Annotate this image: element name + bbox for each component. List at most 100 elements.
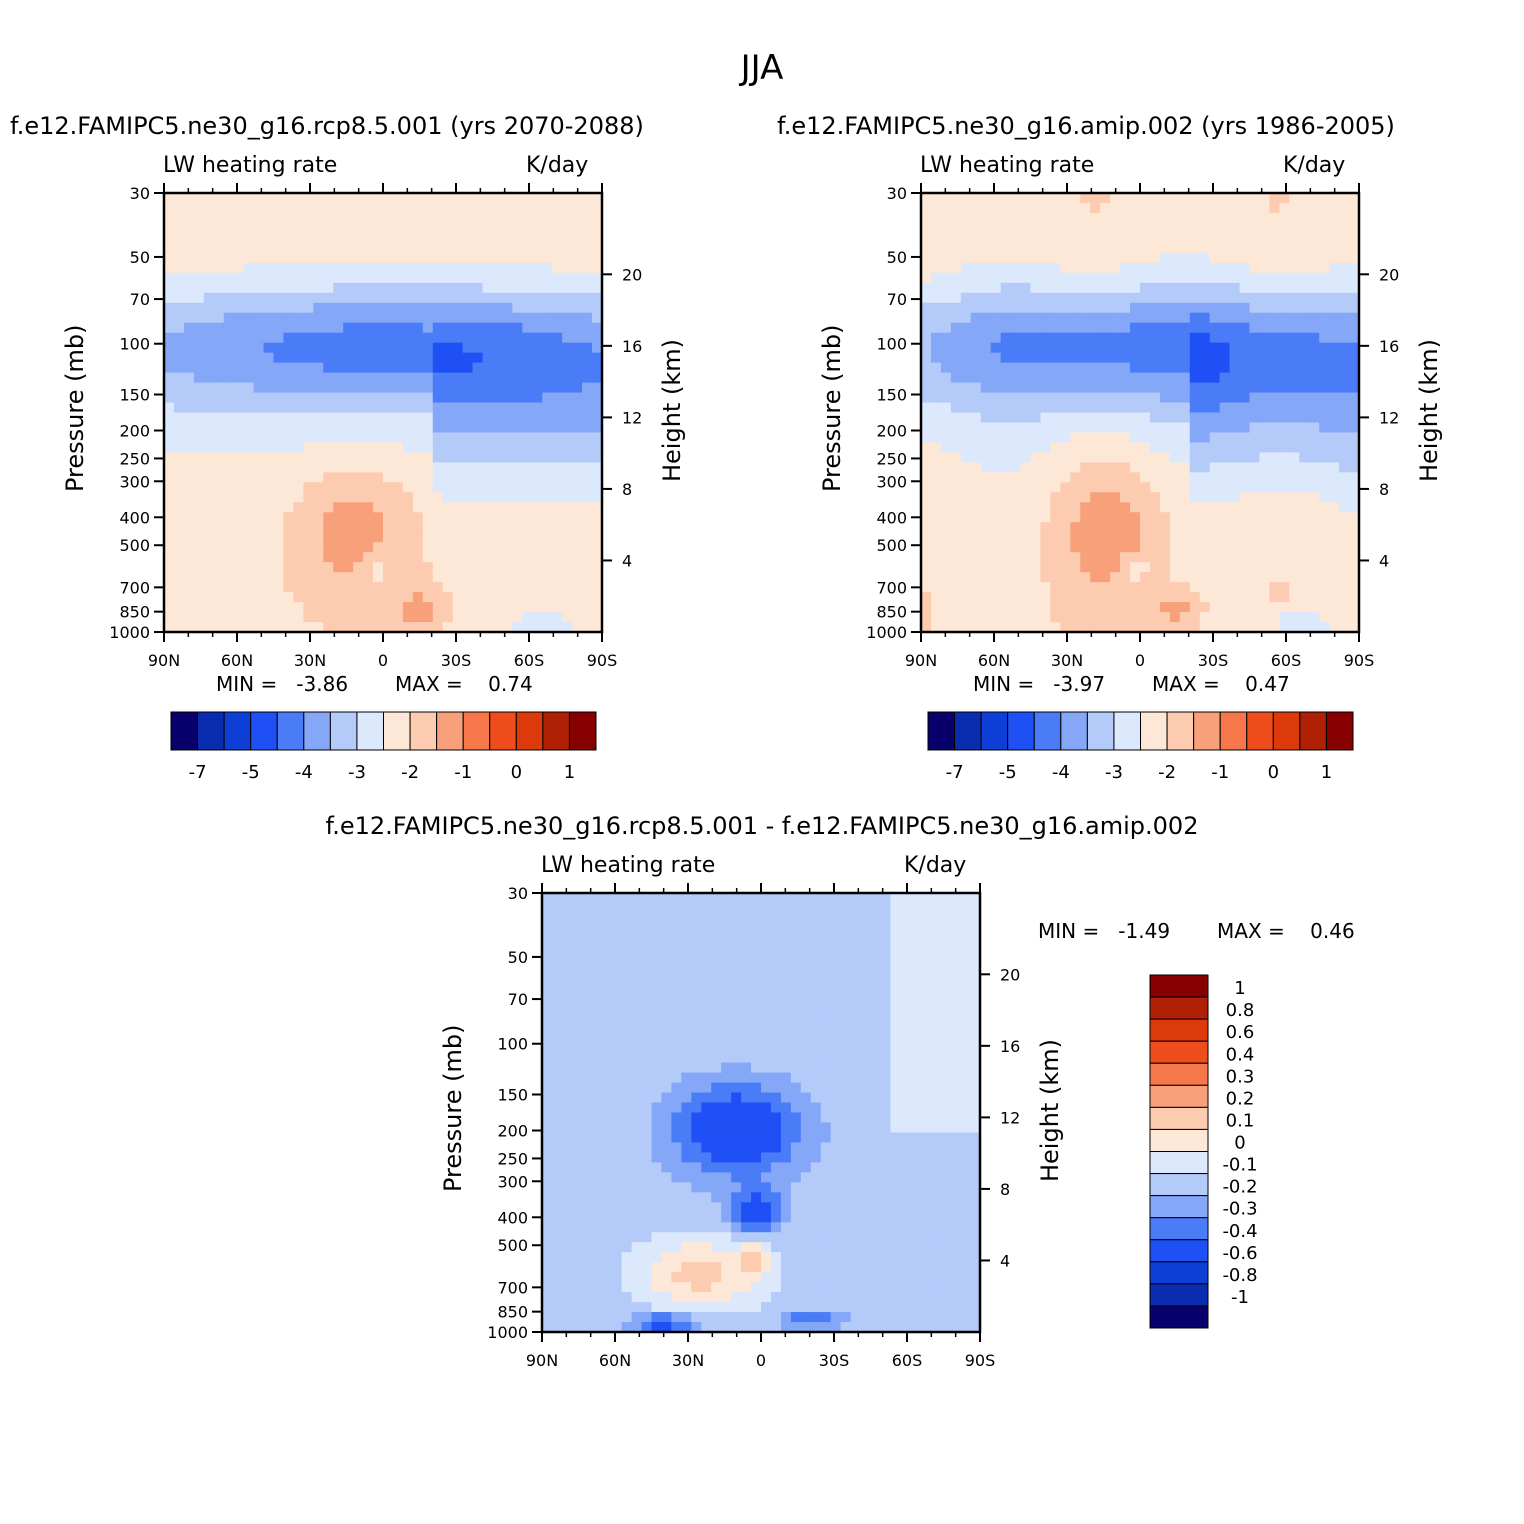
contour-cell [233, 382, 245, 394]
contour-cell [1249, 542, 1261, 553]
contour-cell [472, 602, 484, 613]
contour-cell [1199, 242, 1211, 254]
contour-cell [1229, 522, 1241, 533]
contour-cell [492, 222, 504, 234]
contour-cell [1219, 422, 1231, 434]
contour-cell [592, 372, 603, 384]
contour-cell [542, 1262, 553, 1273]
contour-cell [611, 1012, 623, 1024]
contour-cell [392, 432, 404, 444]
contour-cell [512, 222, 523, 234]
contour-cell [1040, 472, 1052, 483]
contour-cell [412, 492, 424, 503]
contour-cell [1070, 222, 1081, 234]
contour-cell [1159, 302, 1171, 314]
contour-cell [263, 442, 275, 454]
contour-cell [1209, 382, 1221, 394]
contour-cell [940, 482, 952, 493]
contour-cell [193, 302, 205, 314]
contour-cell [392, 532, 404, 543]
contour-cell [1179, 242, 1191, 254]
contour-cell [1279, 262, 1290, 274]
contour-cell [1010, 472, 1022, 483]
contour-cell [591, 982, 603, 994]
contour-cell [1219, 442, 1231, 454]
contour-cell [522, 402, 533, 414]
contour-cell [273, 402, 285, 414]
contour-cell [711, 1112, 722, 1124]
contour-cell [552, 292, 563, 304]
contour-cell [1309, 622, 1320, 633]
contour-cell [1189, 282, 1201, 294]
contour-cell [1299, 552, 1310, 563]
contour-cell [1339, 542, 1350, 553]
contour-cell [1030, 272, 1042, 284]
contour-cell [502, 352, 514, 364]
contour-cell [422, 222, 434, 234]
contour-cell [1070, 622, 1081, 633]
contour-cell [1030, 372, 1042, 384]
contour-cell [164, 352, 175, 364]
contour-cell [921, 472, 932, 483]
contour-cell [532, 412, 543, 424]
contour-cell [203, 412, 215, 424]
contour-cell [263, 542, 275, 553]
contour-cell [323, 282, 334, 294]
contour-cell [1209, 432, 1221, 444]
contour-cell [731, 1132, 742, 1144]
contour-cell [263, 392, 275, 404]
contour-cell [562, 522, 573, 533]
contour-cell [542, 342, 553, 354]
contour-cell [432, 562, 444, 573]
contour-cell [1279, 582, 1290, 593]
colorbar-label: -5 [999, 762, 1017, 783]
contour-cell [492, 402, 504, 414]
contour-cell [1159, 552, 1171, 563]
contour-cell [1149, 193, 1161, 204]
contour-cell [950, 602, 962, 613]
contour-cell [1239, 442, 1251, 454]
contour-cell [1319, 272, 1330, 284]
contour-cell [263, 372, 275, 384]
contour-cell [721, 1242, 732, 1253]
contour-cell [980, 392, 992, 404]
contour-cell [1329, 532, 1340, 543]
contour-cell [213, 232, 225, 244]
contour-cell [313, 352, 324, 364]
contour-cell [1060, 232, 1071, 244]
contour-cell [1010, 542, 1022, 553]
contour-cell [1229, 462, 1241, 473]
contour-cell [263, 502, 275, 513]
contour-cell [572, 552, 583, 563]
contour-cell [940, 242, 952, 254]
contour-cell [402, 282, 414, 294]
contour-cell [711, 1022, 722, 1034]
contour-cell [363, 312, 374, 324]
contour-cell [512, 542, 523, 553]
contour-cell [691, 1192, 702, 1203]
contour-cell [482, 442, 494, 454]
contour-cell [1339, 222, 1350, 234]
contour-cell [293, 332, 304, 344]
contour-cell [442, 462, 454, 473]
contour-cell [1000, 262, 1012, 274]
contour-cell [721, 922, 732, 934]
contour-cell [412, 212, 424, 224]
contour-cell [243, 292, 255, 304]
contour-cell [621, 1022, 633, 1034]
contour-cell [571, 1112, 583, 1124]
contour-cell [940, 362, 952, 374]
contour-cell [731, 1242, 742, 1253]
contour-cell [1080, 222, 1091, 234]
contour-cell [950, 392, 962, 404]
contour-cell [203, 442, 215, 454]
contour-cell [1209, 412, 1221, 424]
contour-cell [641, 1292, 653, 1303]
contour-cell [960, 272, 972, 284]
contour-cell [1100, 352, 1111, 364]
contour-cell [1169, 452, 1181, 463]
contour-cell [173, 422, 185, 434]
contour-cell [1269, 492, 1280, 503]
contour-cell [203, 492, 215, 503]
contour-cell [1239, 272, 1251, 284]
